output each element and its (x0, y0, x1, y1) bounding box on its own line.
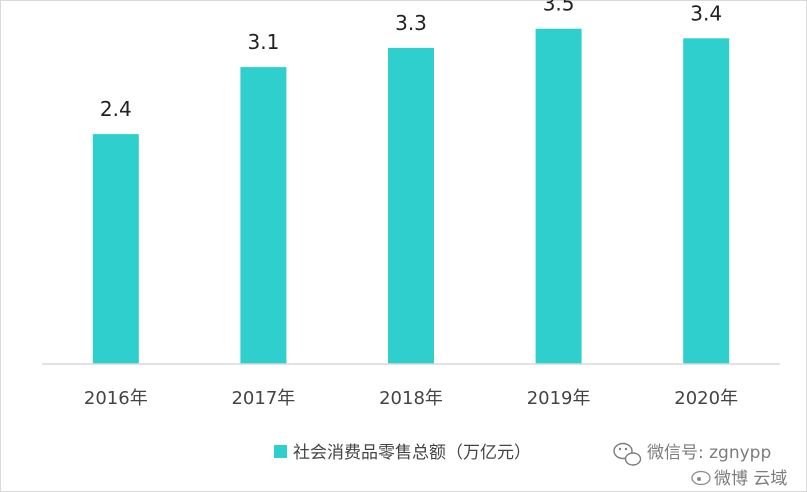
watermark: 微信号: zgnypp 微博 云域 (613, 442, 787, 489)
bar-0 (92, 134, 139, 364)
bar-3 (535, 28, 582, 364)
x-tick-label-4: 2020年 (674, 388, 738, 409)
bars-layer: 2.4 3.1 3.3 3.5 3.4 (92, 0, 730, 365)
data-label-2: 3.3 (395, 11, 427, 35)
wechat-icon (613, 442, 642, 466)
x-tick-label-2: 2018年 (379, 388, 443, 409)
bar-1 (240, 67, 287, 364)
bar-4 (683, 38, 730, 365)
weibo-label: 微博 云域 (714, 469, 787, 489)
x-tick-label-3: 2019年 (527, 388, 591, 409)
bar-2 (388, 47, 434, 365)
x-tick-labels: 2016年 2017年 2018年 2019年 2020年 (84, 388, 738, 409)
legend: 社会消费品零售总额（万亿元） (274, 443, 531, 463)
data-label-4: 3.4 (690, 1, 722, 25)
data-label-1: 3.1 (247, 30, 279, 54)
legend-label: 社会消费品零售总额（万亿元） (293, 443, 531, 463)
legend-swatch (274, 445, 287, 458)
weibo-icon (691, 470, 711, 486)
x-tick-label-0: 2016年 (84, 388, 148, 409)
wechat-id-label: 微信号: zgnypp (647, 443, 771, 463)
x-tick-label-1: 2017年 (231, 388, 295, 409)
data-label-0: 2.4 (100, 97, 132, 121)
data-label-3: 3.5 (543, 0, 575, 16)
